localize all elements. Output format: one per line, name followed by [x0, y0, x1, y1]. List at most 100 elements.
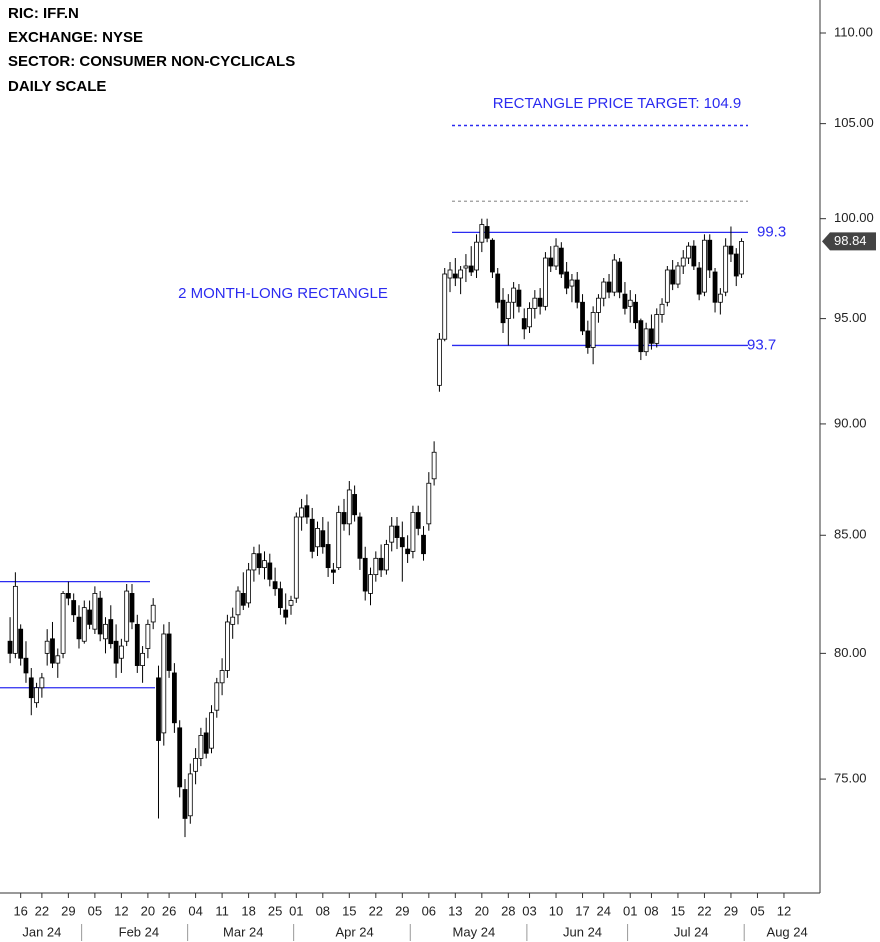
candle-body [214, 682, 220, 711]
candle-body [537, 297, 543, 307]
candle-body [129, 593, 135, 623]
candle-body [177, 727, 183, 788]
candle-body [256, 553, 262, 569]
candle-body [71, 600, 77, 616]
candle-body [7, 640, 13, 654]
candle-body [39, 677, 45, 689]
x-tick-label: 04 [188, 903, 202, 918]
last-price-label: 98.84 [834, 233, 867, 248]
candle-body [293, 516, 299, 599]
candle-body [103, 623, 108, 640]
x-tick-label: 10 [549, 903, 563, 918]
candle-body [458, 269, 464, 279]
x-tick-label: 03 [522, 903, 536, 918]
candle-body [643, 328, 649, 353]
candle-body [394, 525, 400, 538]
candle-body [209, 712, 214, 749]
candle-body [145, 623, 151, 649]
candle-body [193, 758, 198, 772]
candle-body [44, 640, 50, 654]
candle-body [691, 245, 697, 267]
x-tick-label: 08 [644, 903, 658, 918]
candle-body [384, 544, 389, 571]
level-label: 99.3 [757, 223, 786, 240]
candle-body [717, 293, 723, 303]
candle-body [696, 267, 702, 295]
level-label: 93.7 [747, 336, 776, 353]
candle-body [675, 265, 681, 285]
candle-body [405, 548, 411, 555]
candle-body [87, 609, 92, 625]
x-tick-label: 22 [369, 903, 383, 918]
candle-body [246, 569, 251, 604]
candle-body [12, 585, 18, 654]
candle-body [65, 593, 71, 599]
candle-body [426, 482, 432, 525]
candle-body [341, 512, 347, 525]
candle-body [346, 489, 352, 525]
x-tick-label: 28 [501, 903, 515, 918]
candle-body [331, 569, 336, 573]
candle-body [452, 273, 458, 279]
candle-body [463, 265, 469, 269]
header-line: SECTOR: CONSUMER NON-CYCLICALS [8, 53, 295, 70]
candle-body [479, 224, 485, 243]
candle-body [182, 789, 188, 819]
candle-body [23, 657, 29, 674]
target-label: RECTANGLE PRICE TARGET: 104.9 [493, 95, 741, 112]
candle-body [596, 297, 601, 313]
x-tick-label: 06 [422, 903, 436, 918]
candle-body [230, 616, 236, 625]
last-price-box [822, 232, 876, 251]
candle-body [659, 303, 665, 315]
candle-body [611, 259, 617, 293]
x-tick-label: 12 [114, 903, 128, 918]
candle-body [415, 512, 421, 529]
candle-body [474, 241, 479, 271]
candle-body [447, 269, 453, 279]
x-tick-label: 22 [35, 903, 49, 918]
candle-body [108, 619, 114, 645]
candle-body [569, 279, 575, 287]
x-tick-label: 15 [671, 903, 685, 918]
x-tick-label: 12 [777, 903, 791, 918]
candle-body [272, 581, 278, 590]
x-tick-label: 29 [724, 903, 738, 918]
x-tick-label: 08 [316, 903, 330, 918]
candle-body [262, 560, 267, 569]
candle-body [288, 600, 294, 606]
month-label: May 24 [453, 924, 496, 939]
candle-body [362, 557, 368, 592]
header-line: DAILY SCALE [8, 78, 106, 95]
candle-body [680, 257, 686, 267]
candle-body [150, 604, 156, 623]
x-tick-label: 20 [475, 903, 489, 918]
candle-body [81, 607, 87, 642]
x-tick-label: 18 [241, 903, 255, 918]
y-tick-label: 85.00 [834, 527, 867, 542]
candle-body [564, 271, 570, 289]
candle-body [378, 557, 384, 571]
candle-body [198, 735, 204, 759]
candle-body [55, 655, 61, 664]
y-tick-label: 75.00 [834, 771, 867, 786]
candle-body [553, 245, 559, 267]
candle-body [92, 593, 98, 630]
candle-body [320, 530, 326, 548]
candle-body [505, 301, 511, 319]
candle-body [368, 574, 373, 594]
candle-body [664, 269, 670, 303]
candle-body [352, 494, 358, 516]
candle-body [622, 293, 628, 309]
candle-body [601, 281, 607, 299]
candle-body [654, 314, 660, 344]
candle-body [97, 597, 103, 635]
candle-body [437, 338, 442, 386]
candle-body [278, 588, 283, 609]
candle-body [633, 301, 638, 324]
candle-body [511, 287, 517, 303]
candle-body [728, 245, 734, 255]
x-tick-label: 16 [13, 903, 27, 918]
